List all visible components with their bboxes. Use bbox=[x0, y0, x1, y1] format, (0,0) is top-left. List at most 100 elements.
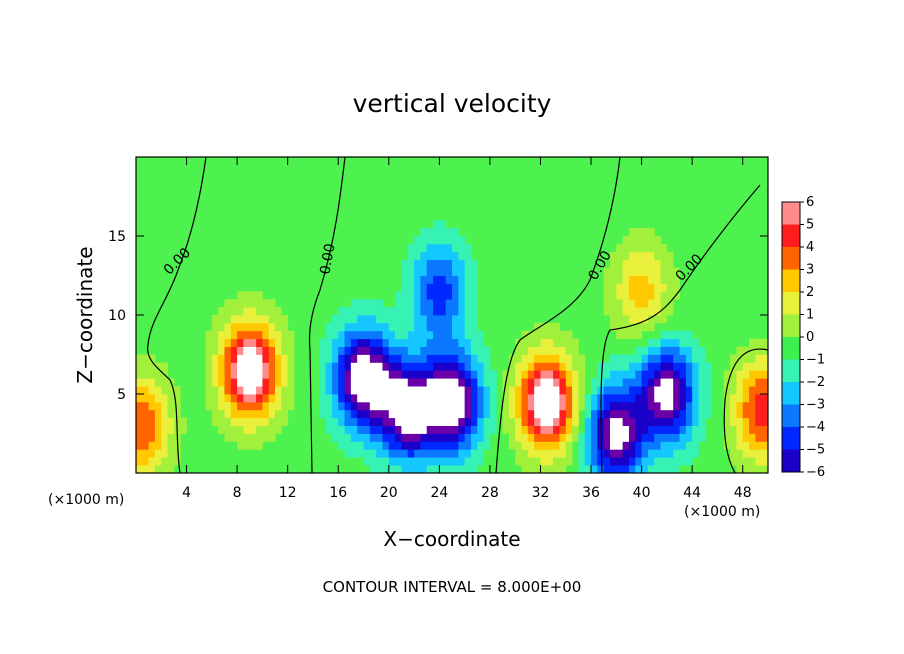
field-cell bbox=[635, 251, 642, 261]
field-cell bbox=[445, 401, 453, 411]
field-cell bbox=[249, 291, 257, 300]
field-cell bbox=[281, 370, 289, 379]
field-cell bbox=[211, 338, 219, 347]
field-cell bbox=[230, 315, 238, 324]
field-cell bbox=[407, 401, 415, 411]
field-cell bbox=[628, 307, 636, 316]
field-cell bbox=[742, 449, 750, 458]
x-tick-label: 36 bbox=[582, 485, 600, 501]
field-cell bbox=[420, 315, 428, 324]
field-cell bbox=[692, 338, 699, 347]
field-cell bbox=[407, 346, 415, 355]
field-cell bbox=[755, 338, 763, 347]
field-cell bbox=[660, 370, 668, 379]
field-cell bbox=[521, 394, 529, 403]
field-cell bbox=[534, 433, 541, 442]
field-cell bbox=[616, 449, 624, 458]
field-cell bbox=[761, 354, 769, 363]
field-cell bbox=[458, 259, 466, 268]
field-cell bbox=[414, 465, 421, 474]
field-cell bbox=[742, 409, 750, 419]
colorbar-swatch bbox=[782, 449, 800, 473]
field-cell bbox=[470, 275, 478, 284]
field-cell bbox=[426, 315, 434, 324]
field-cell bbox=[679, 401, 687, 411]
field-cell bbox=[445, 457, 453, 466]
field-cell bbox=[546, 425, 554, 434]
field-cell bbox=[477, 370, 484, 379]
field-cell bbox=[458, 307, 466, 316]
field-cell bbox=[647, 401, 655, 411]
field-cell bbox=[666, 251, 674, 261]
field-cell bbox=[635, 228, 642, 237]
field-cell bbox=[603, 394, 611, 403]
field-cell bbox=[591, 433, 598, 442]
field-cell bbox=[622, 386, 630, 395]
field-cell bbox=[692, 386, 699, 395]
field-cell bbox=[445, 307, 453, 316]
field-cell bbox=[256, 299, 263, 308]
field-cell bbox=[591, 457, 598, 466]
field-cell bbox=[635, 299, 642, 308]
field-cell bbox=[470, 346, 478, 355]
field-cell bbox=[452, 330, 459, 340]
field-cell bbox=[230, 346, 238, 355]
field-cell bbox=[622, 449, 630, 458]
field-cell bbox=[635, 362, 642, 371]
field-cell bbox=[540, 322, 548, 332]
field-cell bbox=[173, 401, 181, 411]
field-cell bbox=[610, 457, 617, 466]
field-cell bbox=[565, 457, 573, 466]
field-cell bbox=[572, 409, 579, 419]
field-cell bbox=[331, 338, 339, 347]
field-cell bbox=[376, 433, 383, 442]
field-cell bbox=[445, 267, 453, 276]
field-cell bbox=[761, 346, 769, 355]
field-cell bbox=[755, 441, 763, 450]
field-cell bbox=[666, 394, 674, 403]
field-cell bbox=[546, 441, 554, 450]
field-cell bbox=[439, 354, 447, 363]
field-cell bbox=[660, 449, 668, 458]
field-cell bbox=[401, 457, 409, 466]
field-cell bbox=[742, 417, 750, 426]
field-cell bbox=[559, 409, 567, 419]
field-cell bbox=[685, 394, 693, 403]
colorbar-tick-label: 2 bbox=[806, 285, 814, 300]
field-cell bbox=[414, 417, 421, 426]
colorbar-swatch bbox=[782, 382, 800, 405]
field-cell bbox=[363, 370, 371, 379]
field-cell bbox=[433, 307, 440, 316]
field-cell bbox=[736, 409, 744, 419]
field-cell bbox=[540, 378, 548, 387]
field-cell bbox=[154, 433, 162, 442]
field-cell bbox=[249, 338, 257, 347]
field-cell bbox=[527, 433, 535, 442]
field-cell bbox=[610, 251, 617, 261]
field-cell bbox=[470, 338, 478, 347]
field-cell bbox=[205, 330, 213, 340]
field-cell bbox=[508, 409, 516, 419]
field-cell bbox=[527, 330, 535, 340]
field-cell bbox=[148, 409, 156, 419]
field-cell bbox=[376, 346, 383, 355]
field-cell bbox=[376, 307, 383, 316]
field-cell bbox=[395, 457, 402, 466]
field-cell bbox=[635, 457, 642, 466]
field-cell bbox=[154, 378, 162, 387]
field-cell bbox=[161, 465, 168, 474]
field-cell bbox=[363, 417, 371, 426]
field-cell bbox=[243, 386, 251, 395]
field-cell bbox=[755, 449, 763, 458]
field-cell bbox=[148, 378, 156, 387]
field-cell bbox=[660, 267, 668, 276]
field-cell bbox=[666, 275, 674, 284]
field-cell bbox=[534, 386, 541, 395]
field-cell bbox=[401, 401, 409, 411]
field-cell bbox=[723, 386, 731, 395]
field-cell bbox=[426, 457, 434, 466]
field-cell bbox=[243, 346, 251, 355]
field-cell bbox=[458, 338, 466, 347]
field-cell bbox=[287, 394, 295, 403]
field-cell bbox=[464, 457, 472, 466]
